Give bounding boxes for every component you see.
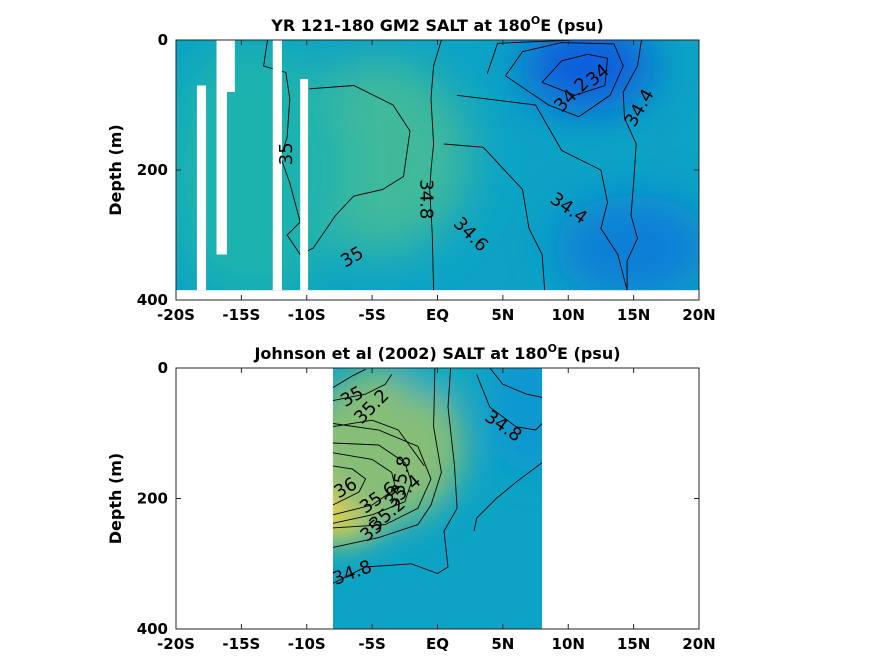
masked-column (196, 85, 207, 291)
chart-title: Johnson et al (2002) SALT at 180OE (psu) (253, 342, 620, 363)
salinity-blob (176, 40, 346, 291)
y-tick-label: 200 (137, 490, 168, 508)
contour-line-34 (541, 53, 608, 96)
y-tick-label: 0 (158, 359, 168, 377)
salinity-field (176, 40, 699, 291)
masked-column (300, 79, 309, 291)
x-tick-label: -20S (157, 306, 195, 324)
contour-label: 34.8 (416, 179, 437, 219)
contour-line-34-6 (443, 143, 546, 291)
contour-line-35 (332, 368, 442, 548)
contour-line-34-6 (489, 368, 543, 398)
contour-line-34-4 (622, 40, 642, 291)
x-tick-label: 20N (682, 635, 715, 653)
masked-column (272, 40, 282, 291)
salinity-blob (398, 368, 477, 401)
x-tick-label: 5N (491, 306, 514, 324)
y-tick-label: 400 (137, 620, 168, 638)
y-tick-label: 200 (137, 161, 168, 179)
contour-line-34-4 (457, 94, 628, 291)
y-axis-label: Depth (m) (106, 453, 125, 545)
x-tick-label: 15N (617, 635, 650, 653)
contour-line-34-8 (476, 374, 543, 431)
salinity-field (332, 368, 543, 629)
x-tick-label: 5N (491, 635, 514, 653)
contour-line-35-2 (332, 423, 432, 529)
x-tick-label: -10S (288, 635, 326, 653)
y-tick-label: 0 (158, 31, 168, 49)
salinity-blob (332, 368, 464, 525)
x-tick-label: EQ (426, 635, 449, 653)
contour-line-35-8 (332, 452, 397, 516)
masked-column (226, 40, 235, 92)
x-tick-label: 10N (552, 306, 585, 324)
x-tick-label: -5S (358, 306, 385, 324)
contour-line-34-8 (473, 462, 543, 532)
contour-line-35 (332, 368, 366, 388)
x-tick-label: EQ (426, 306, 449, 324)
contour-line-34-8 (429, 40, 442, 291)
x-tick-label: -5S (358, 635, 385, 653)
x-tick-label: 15N (617, 306, 650, 324)
contour-line-35-2 (332, 374, 393, 402)
y-axis-label: Depth (m) (106, 124, 125, 216)
x-tick-label: 20N (682, 306, 715, 324)
contour-line-34-4 (486, 40, 575, 74)
salinity-blob (489, 368, 543, 473)
masked-column (216, 40, 227, 255)
contour-line-35-6 (332, 442, 412, 524)
contour-label: 35 (276, 142, 297, 165)
x-tick-label: -15S (222, 635, 260, 653)
x-tick-label: -20S (157, 635, 195, 653)
x-tick-label: -15S (222, 306, 260, 324)
chart-title: YR 121-180 GM2 SALT at 180OE (psu) (270, 14, 603, 35)
y-tick-label: 400 (137, 291, 168, 309)
contour-line-36 (332, 465, 367, 506)
contour-line-35-4 (332, 419, 425, 467)
contour-line-35 (263, 40, 411, 256)
salinity-blob (555, 196, 699, 291)
salinity-blob (522, 40, 654, 112)
contour-line-34-2 (505, 42, 624, 118)
x-tick-label: 10N (552, 635, 585, 653)
contour-line-34-8 (332, 368, 458, 584)
x-tick-label: -10S (288, 306, 326, 324)
